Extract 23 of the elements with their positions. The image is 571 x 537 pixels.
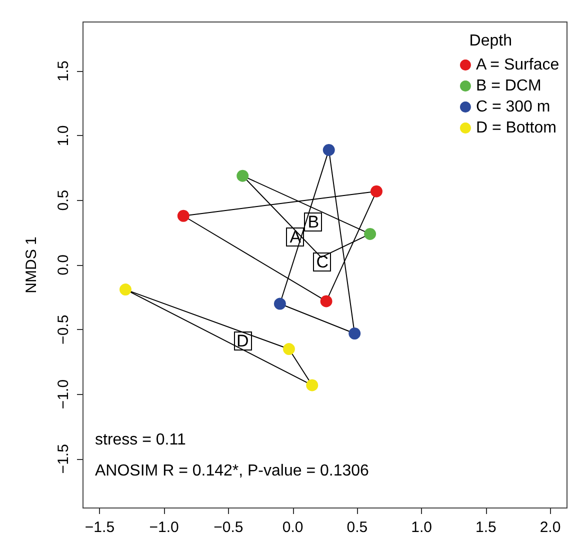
legend-label: A = Surface (476, 56, 560, 74)
x-tick-label: 1.5 (475, 519, 496, 536)
y-tick-label: 0.5 (55, 190, 72, 211)
y-tick-label: −1.5 (55, 444, 72, 474)
annotation: ANOSIM R = 0.142*, P-value = 0.1306 (95, 462, 370, 480)
x-tick-label: 0.5 (346, 519, 368, 536)
legend-label: C = 300 m (476, 98, 550, 116)
y-tick-label: 1.5 (55, 60, 72, 82)
y-tick-label: 1.0 (55, 125, 72, 146)
legend-label: D = Bottom (476, 120, 556, 136)
y-tick-label: −1.0 (55, 379, 72, 410)
x-tick-label: 1.0 (411, 519, 432, 536)
legend-label: B = DCM (476, 78, 542, 94)
x-tick-label: −1.0 (149, 519, 179, 536)
x-tick-label: 2.0 (540, 519, 561, 536)
legend-title: Depth (469, 32, 512, 50)
y-tick-label: −0.5 (55, 314, 72, 344)
x-tick-label: 0.0 (282, 519, 304, 536)
y-axis-title: NMDS 1 (23, 236, 40, 294)
x-tick-label: −0.5 (214, 519, 244, 536)
annotation: stress = 0.11 (95, 432, 186, 448)
x-tick-label: −1.5 (84, 519, 115, 536)
y-tick-label: 0.0 (55, 254, 72, 276)
